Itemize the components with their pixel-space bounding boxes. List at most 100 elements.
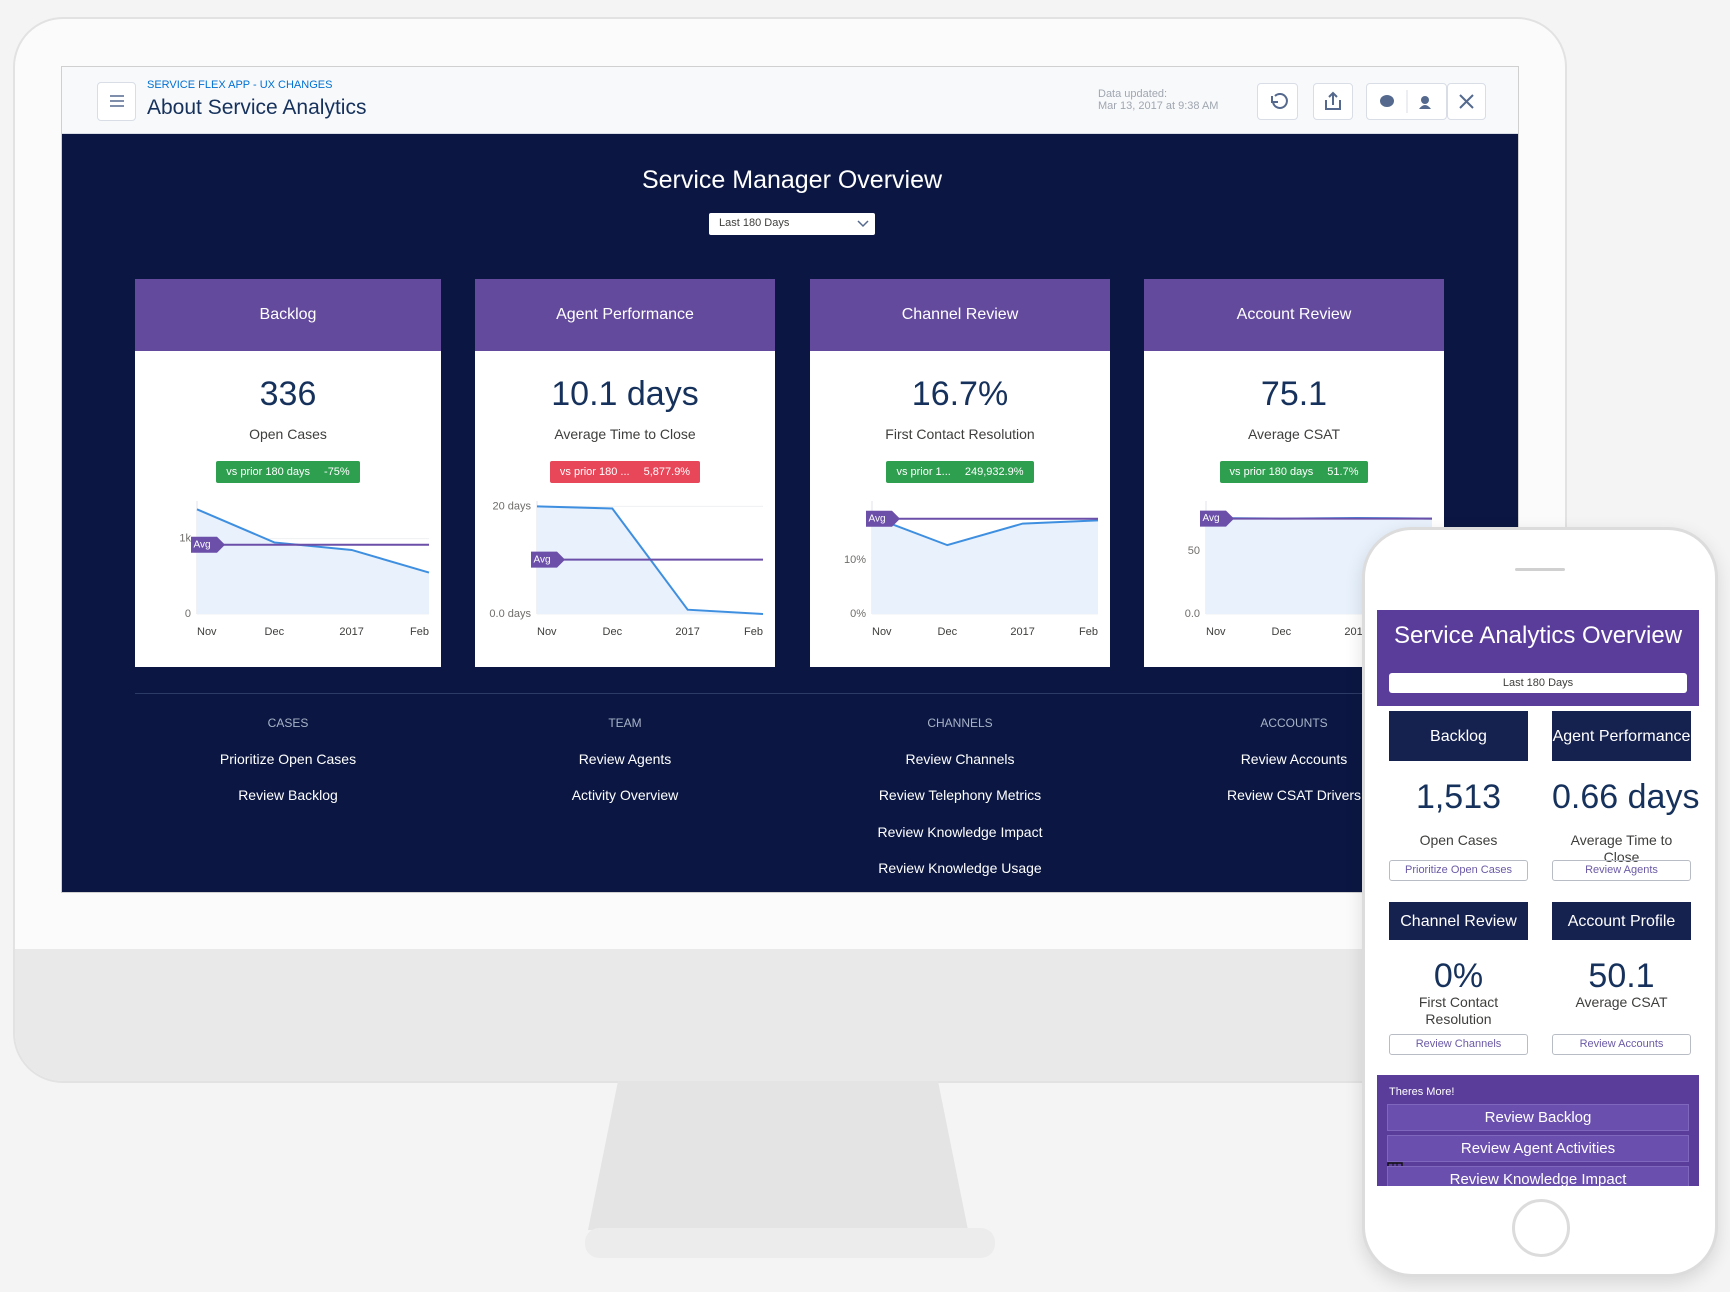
section-heading: ACCOUNTS xyxy=(1260,716,1328,730)
badge-delta: 51.7% xyxy=(1327,466,1359,478)
tile-title[interactable]: Backlog xyxy=(1389,711,1528,761)
section-heading: CHANNELS xyxy=(927,716,993,730)
stand-neck xyxy=(588,1081,968,1230)
y-tick-label: 0% xyxy=(850,608,866,620)
actions-group[interactable] xyxy=(1366,83,1447,120)
filter-dropdown[interactable]: Last 180 Days xyxy=(709,213,875,235)
phone-speaker xyxy=(1515,568,1565,571)
card-value: 16.7% xyxy=(911,375,1009,413)
share-button[interactable] xyxy=(1313,83,1353,120)
tile-title[interactable]: Channel Review xyxy=(1389,902,1528,940)
stand-base xyxy=(585,1228,995,1258)
actions-icons xyxy=(1380,90,1431,113)
section-link[interactable]: Review Accounts xyxy=(1240,751,1348,767)
section-link[interactable]: Activity Overview xyxy=(571,787,679,803)
x-tick-label: Feb xyxy=(744,626,763,638)
y-tick-label: 0 xyxy=(185,608,191,620)
tile-button[interactable]: Prioritize Open Cases xyxy=(1389,860,1528,881)
tile-value: 0% xyxy=(1433,957,1484,995)
tile-button[interactable]: Review Channels xyxy=(1389,1034,1528,1055)
tile-button[interactable]: Review Agents xyxy=(1552,860,1691,881)
line-area xyxy=(872,516,1098,614)
refresh-button[interactable] xyxy=(1257,83,1298,120)
more-link[interactable]: Review Knowledge Impact xyxy=(1387,1166,1689,1186)
card-title[interactable]: Agent Performance xyxy=(475,279,775,351)
tile-label: Average Time to Close xyxy=(1570,832,1673,865)
tile-label: First Contact Resolution xyxy=(1418,994,1499,1027)
updated-label: Data updated: xyxy=(1098,88,1168,100)
badge-wrap: vs prior 180 ... 5,877.9% xyxy=(475,461,775,483)
kpi-card: Backlog 336 Open Cases vs prior 180 days -75… xyxy=(135,279,441,667)
badge-text: vs prior 180 days xyxy=(1229,466,1314,478)
y-tick-label: 0.0 xyxy=(1185,608,1200,620)
section-link[interactable]: Review Channels xyxy=(905,751,1015,767)
x-tick-label: Dec xyxy=(1272,626,1292,638)
page-title: About Service Analytics xyxy=(147,96,367,119)
tile-value: 0.66 days xyxy=(1552,778,1699,816)
badge-wrap: vs prior 1... 249,932.9% xyxy=(810,461,1110,483)
section-link[interactable]: Review Telephony Metrics xyxy=(878,787,1042,803)
badge-wrap: vs prior 180 days -75% xyxy=(135,461,441,483)
section-link[interactable]: Prioritize Open Cases xyxy=(219,751,357,767)
badge-wrap: vs prior 180 days 51.7% xyxy=(1144,461,1444,483)
badge: vs prior 1... 249,932.9% xyxy=(886,461,1034,483)
y-tick-label: 10% xyxy=(844,554,866,566)
card-label: Average CSAT xyxy=(1247,426,1341,442)
close-button[interactable] xyxy=(1447,83,1486,120)
kpi-card: Account Review 75.1 Average CSAT vs prior 1… xyxy=(1144,279,1444,667)
mini-chart: 0 1k Nov Dec 2017 Feb Avg xyxy=(179,501,430,638)
tile-label: Open Cases xyxy=(1419,832,1498,848)
refresh-icon xyxy=(1271,93,1288,109)
card-title[interactable]: Account Review xyxy=(1144,279,1444,351)
phone-home-button[interactable] xyxy=(1512,1199,1570,1257)
filter-text: Last 180 Days xyxy=(719,217,790,229)
card-value: 75.1 xyxy=(1260,375,1328,413)
avg-label: Avg xyxy=(193,539,210,550)
y-tick-label: 1k xyxy=(179,533,191,545)
dashboard-title: Service Manager Overview xyxy=(641,166,943,194)
section-heading: CASES xyxy=(267,716,309,730)
line-area xyxy=(197,509,429,614)
phone-filter[interactable]: Last 180 Days xyxy=(1389,673,1687,693)
badge: vs prior 180 days 51.7% xyxy=(1219,461,1369,483)
mini-chart: 0.0 days 20 days Nov Dec 2017 Feb Avg xyxy=(489,500,764,638)
tile-title[interactable]: Account Profile xyxy=(1552,902,1691,940)
section-link[interactable]: Review Backlog xyxy=(238,787,338,803)
line xyxy=(196,508,430,574)
tile-title[interactable]: Agent Performance xyxy=(1552,711,1691,761)
section-link[interactable]: Review Agents xyxy=(578,751,672,767)
monitor-chin xyxy=(15,949,1565,1081)
card-value: 10.1 days xyxy=(551,375,699,413)
menu-button[interactable] xyxy=(97,82,136,121)
card-title[interactable]: Channel Review xyxy=(810,279,1110,351)
line xyxy=(871,515,1099,547)
kpi-card: Channel Review 16.7% First Contact Resolut… xyxy=(810,279,1110,667)
more-link[interactable]: Review Agent Activities xyxy=(1387,1135,1689,1162)
tile-button[interactable]: Review Accounts xyxy=(1552,1034,1691,1055)
x-tick-label: Dec xyxy=(603,626,623,638)
badge-text: vs prior 1... xyxy=(896,466,951,478)
card-title[interactable]: Backlog xyxy=(135,279,441,351)
y-tick-label: 20 days xyxy=(492,500,531,512)
x-tick-label: Nov xyxy=(197,626,217,638)
x-tick-label: Nov xyxy=(537,626,557,638)
tile-value: 50.1 xyxy=(1588,957,1655,995)
section-link[interactable]: Review Knowledge Usage xyxy=(878,860,1042,876)
more-link[interactable]: Review Backlog xyxy=(1387,1104,1689,1131)
avg-label: Avg xyxy=(1202,513,1219,524)
mini-chart: 0% 10% Nov Dec 2017 Feb Avg xyxy=(844,501,1099,638)
x-tick-label: Feb xyxy=(410,626,429,638)
x-tick-label: Dec xyxy=(265,626,285,638)
x-tick-label: 2017 xyxy=(675,626,699,638)
x-tick-label: Nov xyxy=(872,626,892,638)
x-tick-label: Nov xyxy=(1206,626,1226,638)
menu-icon xyxy=(110,95,124,107)
share-icon xyxy=(1325,91,1341,110)
badge-delta: 249,932.9% xyxy=(964,466,1024,478)
section-link[interactable]: Review Knowledge Impact xyxy=(877,824,1043,840)
avg-label: Avg xyxy=(868,513,885,524)
badge: vs prior 180 days -75% xyxy=(216,461,360,483)
section-link[interactable]: Review CSAT Drivers xyxy=(1226,787,1362,803)
breadcrumb[interactable]: SERVICE FLEX APP - UX CHANGES xyxy=(147,79,333,91)
card-label: First Contact Resolution xyxy=(885,426,1035,442)
